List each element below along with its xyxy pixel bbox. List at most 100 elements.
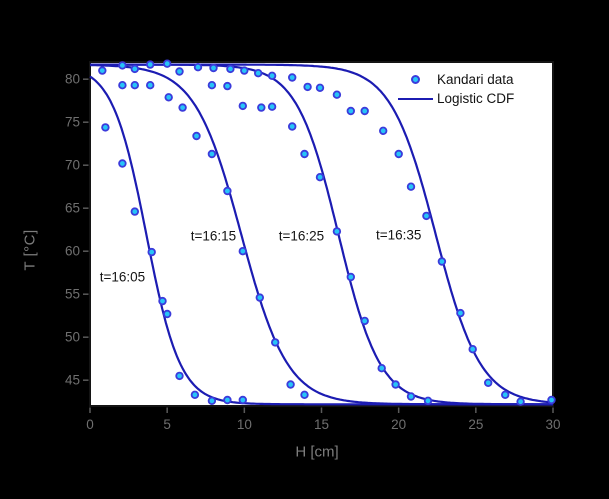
data-point [223,395,232,405]
data-point [315,83,325,92]
data-point [162,309,172,319]
data-point [267,102,277,111]
x-axis-label: H [cm] [295,443,339,461]
x-tick-label: 10 [237,417,252,432]
x-tick-label: 0 [86,417,94,432]
data-point [257,103,266,112]
legend: Kandari data Logistic CDF [398,70,514,108]
data-point [300,390,309,399]
data-point [406,182,416,191]
x-tick-label: 30 [545,417,560,432]
data-point [379,126,388,135]
data-point [193,62,203,72]
data-point [101,123,110,132]
data-point [332,90,342,99]
data-point [207,149,217,159]
legend-label: Kandari data [437,72,514,87]
legend-item-kandari-data: Kandari data [398,70,514,89]
data-point [423,396,433,405]
data-point [190,390,200,399]
data-point [501,390,510,399]
data-point [226,64,235,74]
data-point [207,80,217,90]
data-point [238,395,247,405]
data-point [406,392,416,401]
data-point [288,73,297,82]
data-point [360,106,369,116]
data-point [164,93,173,102]
data-point [240,66,249,75]
data-point [238,101,247,111]
y-axis-label: T [°C] [21,229,39,271]
data-point [332,227,342,236]
data-point [130,207,139,216]
legend-icon-cell [398,75,433,84]
data-point [286,380,295,389]
data-point [516,397,525,406]
data-point [346,272,355,282]
data-point [130,64,139,74]
data-point [145,80,155,90]
data-point [422,211,431,221]
data-point [303,82,312,92]
data-point [223,81,232,91]
curve-time-annotation: t=16:25 [278,228,325,244]
data-point [468,345,477,354]
data-point [267,71,277,80]
y-tick-label: 80 [65,72,80,87]
data-point [238,246,247,256]
legend-icon-cell [398,97,433,100]
legend-item-logistic-cdf: Logistic CDF [398,89,514,108]
x-tick-label: 5 [163,417,171,432]
data-point [346,106,355,116]
data-point [391,380,400,389]
data-point [178,103,187,112]
data-point [209,63,218,73]
y-tick-label: 75 [65,115,80,130]
data-point [145,60,155,69]
curve-time-annotation: t=16:15 [190,228,237,244]
data-point [118,61,127,70]
scatter-marker-icon [411,75,420,84]
data-point [118,80,127,90]
data-point [98,66,107,75]
data-point [377,364,386,373]
x-tick-label: 25 [468,417,483,432]
data-point [162,59,172,68]
data-point [223,186,232,196]
data-point [130,80,139,90]
data-point [255,293,264,302]
data-point [484,378,493,387]
data-point [288,122,297,131]
data-point [118,159,127,168]
x-tick-label: 20 [391,417,406,432]
y-tick-label: 55 [65,287,80,302]
legend-label: Logistic CDF [437,91,515,106]
data-point [437,257,447,266]
line-marker-icon [398,97,433,100]
curve-time-annotation: t=16:35 [375,227,422,243]
data-point [271,338,280,347]
data-point [175,67,184,76]
data-point [192,131,201,141]
data-point [300,149,309,159]
y-tick-label: 65 [65,201,80,216]
x-tick-label: 15 [314,417,329,432]
curve-time-annotation: t=16:05 [99,269,146,285]
data-point [547,395,556,405]
data-point [254,68,263,78]
y-tick-label: 45 [65,373,80,388]
y-tick-label: 60 [65,244,80,259]
data-point [456,308,465,318]
y-tick-label: 50 [65,330,80,345]
data-point [147,247,156,257]
data-point [394,149,403,159]
y-tick-label: 70 [65,158,80,173]
data-point [360,316,369,326]
data-point [207,396,217,405]
data-point [175,371,184,381]
data-point [158,296,167,306]
data-point [315,172,325,182]
